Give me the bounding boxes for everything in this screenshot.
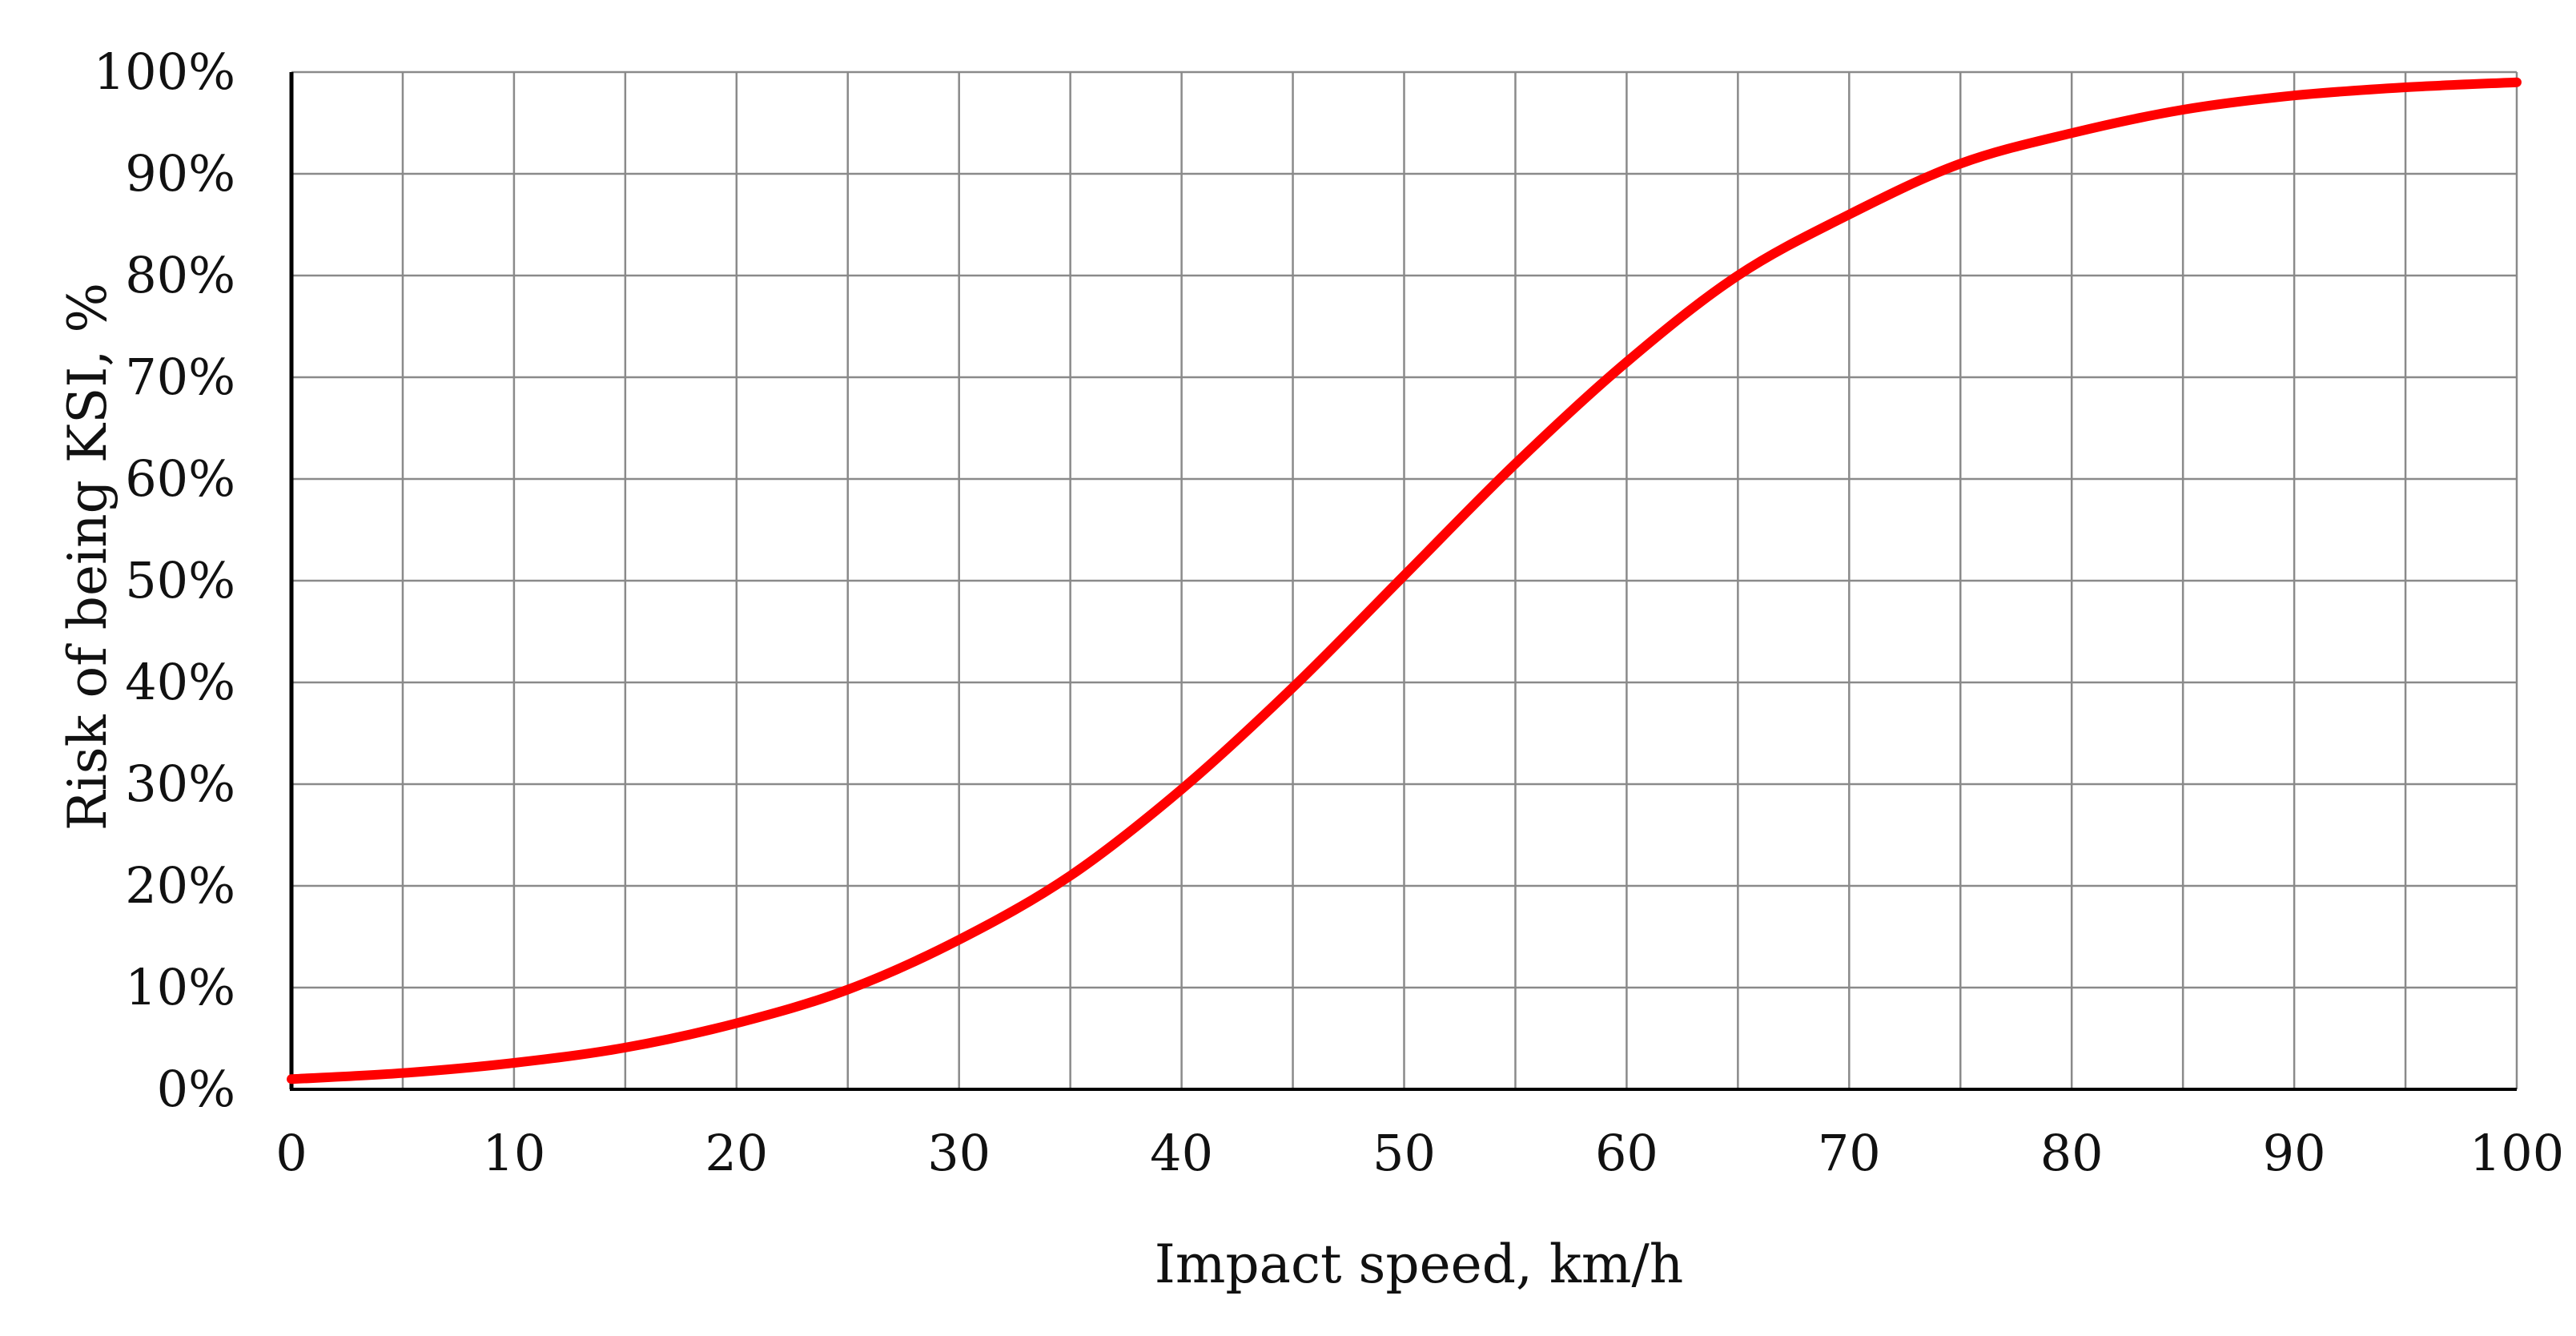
y-tick-label: 20% xyxy=(125,856,235,915)
y-axis-title: Risk of being KSI, % xyxy=(57,283,119,831)
x-tick-label: 80 xyxy=(2040,1124,2104,1182)
y-tick-label: 40% xyxy=(125,653,235,711)
y-tick-label: 100% xyxy=(94,42,235,101)
y-tick-label: 60% xyxy=(125,449,235,508)
x-tick-labels: 0 10 20 30 40 50 60 70 80 90 100 xyxy=(275,1124,2564,1182)
series-line-0 xyxy=(287,77,2522,1084)
y-tick-label: 80% xyxy=(125,246,235,304)
y-tick-label: 0% xyxy=(157,1060,235,1118)
x-tick-label: 20 xyxy=(705,1124,768,1182)
series-layer xyxy=(287,77,2522,1084)
axes xyxy=(289,72,2517,1091)
x-tick-label: 50 xyxy=(1372,1124,1436,1182)
y-tick-label: 50% xyxy=(125,551,235,610)
x-tick-label: 0 xyxy=(275,1124,307,1182)
x-tick-label: 60 xyxy=(1595,1124,1658,1182)
y-tick-label: 30% xyxy=(125,755,235,813)
y-tick-labels: 0% 10% 20% 30% 40% 50% 60% 70% 80% 90% 100% xyxy=(94,42,235,1118)
x-tick-label: 70 xyxy=(1818,1124,1881,1182)
y-tick-label: 70% xyxy=(125,348,235,406)
x-tick-label: 100 xyxy=(2470,1124,2564,1182)
x-tick-label: 40 xyxy=(1150,1124,1213,1182)
y-tick-label: 10% xyxy=(125,958,235,1016)
x-tick-label: 30 xyxy=(927,1124,991,1182)
x-axis-title: Impact speed, km/h xyxy=(1155,1233,1683,1295)
y-tick-label: 90% xyxy=(125,144,235,203)
x-tick-label: 90 xyxy=(2263,1124,2326,1182)
x-tick-label: 10 xyxy=(482,1124,545,1182)
